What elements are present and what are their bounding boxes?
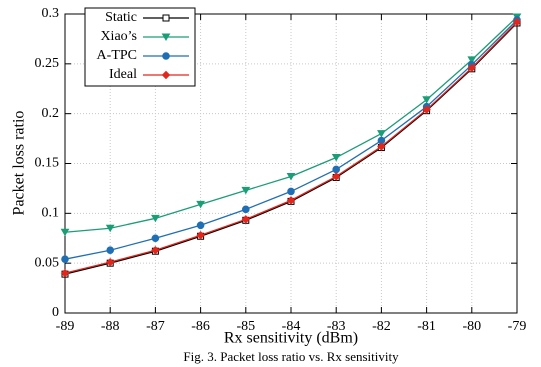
marker bbox=[467, 56, 477, 64]
x-tick-label: -79 bbox=[508, 319, 527, 334]
caption: Fig. 3. Packet loss ratio vs. Rx sensiti… bbox=[183, 349, 399, 364]
marker bbox=[61, 255, 69, 263]
legend-label: Xiao’s bbox=[100, 29, 137, 44]
marker bbox=[287, 187, 295, 196]
legend-marker bbox=[161, 70, 171, 80]
legend-label: A-TPC bbox=[97, 48, 137, 63]
x-axis-label: Rx sensitivity (dBm) bbox=[224, 330, 358, 347]
marker bbox=[422, 105, 431, 114]
x-tick-label: -85 bbox=[236, 319, 255, 334]
x-tick-label: -80 bbox=[462, 319, 481, 334]
legend-marker bbox=[161, 33, 171, 41]
marker bbox=[60, 268, 70, 278]
legend-box bbox=[84, 7, 196, 87]
marker bbox=[151, 234, 160, 243]
y-tick-label: 0.2 bbox=[42, 106, 60, 121]
y-axis-label: Packet loss ratio bbox=[11, 111, 28, 216]
x-tick-label: -82 bbox=[372, 319, 391, 334]
marker bbox=[331, 172, 341, 181]
x-tick-label: -87 bbox=[146, 319, 165, 334]
legend-marker bbox=[162, 52, 170, 60]
marker bbox=[331, 154, 341, 162]
x-tick-label: -81 bbox=[417, 319, 436, 334]
marker bbox=[60, 228, 70, 237]
marker bbox=[377, 130, 386, 138]
marker bbox=[242, 205, 250, 214]
marker bbox=[196, 221, 205, 230]
marker bbox=[196, 200, 205, 209]
marker bbox=[196, 231, 205, 240]
plot-frame bbox=[64, 13, 518, 314]
y-tick-label: 0.05 bbox=[35, 255, 60, 270]
marker bbox=[241, 215, 251, 224]
marker bbox=[105, 257, 115, 267]
marker bbox=[467, 63, 477, 73]
marker bbox=[106, 246, 114, 255]
x-tick-label: -83 bbox=[327, 319, 346, 334]
legend-marker bbox=[162, 14, 170, 22]
y-tick-label: 0.3 bbox=[42, 6, 60, 21]
y-tick-label: 0.1 bbox=[42, 206, 60, 221]
x-tick-label: -88 bbox=[101, 319, 120, 334]
legend-label: Ideal bbox=[109, 67, 137, 82]
marker bbox=[286, 196, 296, 205]
marker bbox=[377, 142, 386, 151]
marker bbox=[332, 165, 341, 174]
marker bbox=[241, 186, 251, 195]
marker bbox=[422, 96, 431, 104]
marker bbox=[151, 214, 160, 223]
legend-label: Static bbox=[105, 10, 137, 25]
marker bbox=[151, 246, 160, 255]
x-tick-label: -86 bbox=[191, 319, 210, 334]
marker bbox=[512, 17, 522, 27]
y-tick-label: 0 bbox=[52, 305, 59, 320]
y-tick-label: 0.15 bbox=[35, 156, 60, 171]
marker bbox=[286, 172, 296, 181]
x-tick-label: -84 bbox=[282, 319, 301, 334]
y-tick-label: 0.25 bbox=[35, 56, 60, 71]
x-tick-label: -89 bbox=[56, 319, 75, 334]
marker bbox=[105, 224, 115, 233]
